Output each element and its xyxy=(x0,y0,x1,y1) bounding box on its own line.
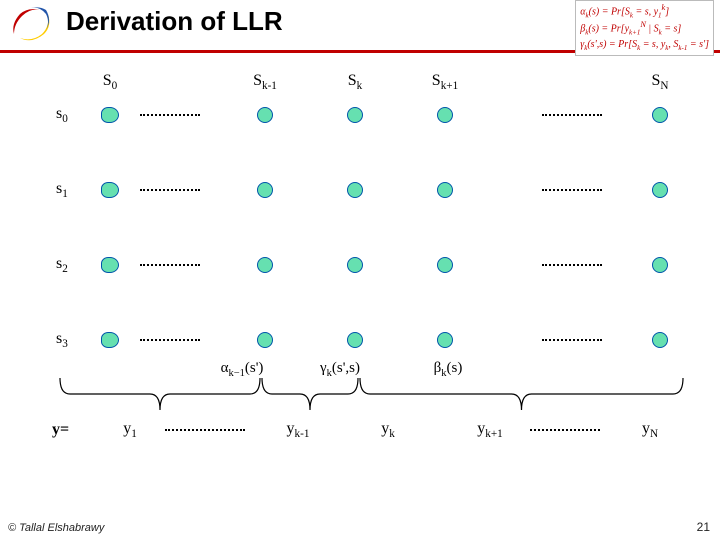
greek-label: αk−1(s') xyxy=(221,360,264,379)
row-label: s2 xyxy=(56,255,68,275)
ellipsis-dots xyxy=(542,114,602,116)
state-node xyxy=(101,182,119,198)
column-label: S0 xyxy=(103,72,118,92)
state-node xyxy=(347,257,363,273)
y-item: y1 xyxy=(123,420,137,440)
state-node xyxy=(257,107,273,123)
state-node xyxy=(257,182,273,198)
y-item: yN xyxy=(642,420,658,440)
ellipsis-dots xyxy=(140,114,200,116)
row-label: s0 xyxy=(56,105,68,125)
state-node xyxy=(437,182,453,198)
brace xyxy=(0,60,720,500)
ellipsis-dots xyxy=(542,189,602,191)
logo xyxy=(8,4,54,44)
ellipsis-dots xyxy=(530,429,600,431)
state-node xyxy=(652,107,668,123)
trellis-diagram: S0 Sk-1 Sk Sk+1 SN s0 s1 s2 s3 αk−1(s') γk(s',s) βk… xyxy=(0,60,720,500)
state-node xyxy=(437,107,453,123)
brace xyxy=(0,60,720,500)
formula-line: γk(s',s) = Pr[Sk = s, yk, Sk-1 = s'] xyxy=(580,38,709,53)
state-node xyxy=(101,107,119,123)
row-label: s1 xyxy=(56,180,68,200)
state-node xyxy=(101,257,119,273)
state-node xyxy=(652,332,668,348)
slide-header: Derivation of LLR αk(s) = Pr[Sk = s, y1k… xyxy=(0,0,720,53)
ellipsis-dots xyxy=(140,264,200,266)
ellipsis-dots xyxy=(140,339,200,341)
column-label: SN xyxy=(652,72,669,92)
state-node xyxy=(257,257,273,273)
row-label: s3 xyxy=(56,330,68,350)
column-label: Sk xyxy=(348,72,363,92)
state-node xyxy=(652,182,668,198)
copyright-footer: © Tallal Elshabrawy xyxy=(8,522,104,534)
column-label: Sk+1 xyxy=(432,72,458,92)
brace xyxy=(0,60,720,500)
state-node xyxy=(347,107,363,123)
ellipsis-dots xyxy=(140,189,200,191)
state-node xyxy=(437,257,453,273)
state-node xyxy=(347,182,363,198)
state-node xyxy=(437,332,453,348)
y-item: yk xyxy=(381,420,395,440)
ellipsis-dots xyxy=(165,429,245,431)
greek-label: βk(s) xyxy=(434,360,463,379)
formula-line: βk(s) = Pr[yk+1N | Sk = s] xyxy=(580,20,709,37)
state-node xyxy=(257,332,273,348)
ellipsis-dots xyxy=(542,339,602,341)
page-number: 21 xyxy=(697,520,710,534)
ellipsis-dots xyxy=(542,264,602,266)
formula-box: αk(s) = Pr[Sk = s, y1k]βk(s) = Pr[yk+1N … xyxy=(575,0,714,56)
state-node xyxy=(652,257,668,273)
y-item: yk-1 xyxy=(287,420,310,440)
column-label: Sk-1 xyxy=(253,72,277,92)
slide-title: Derivation of LLR xyxy=(66,6,283,37)
y-item: yk+1 xyxy=(477,420,503,440)
y-equals-label: y= xyxy=(52,421,69,439)
formula-line: αk(s) = Pr[Sk = s, y1k] xyxy=(580,3,709,20)
state-node xyxy=(101,332,119,348)
state-node xyxy=(347,332,363,348)
greek-label: γk(s',s) xyxy=(320,360,360,379)
